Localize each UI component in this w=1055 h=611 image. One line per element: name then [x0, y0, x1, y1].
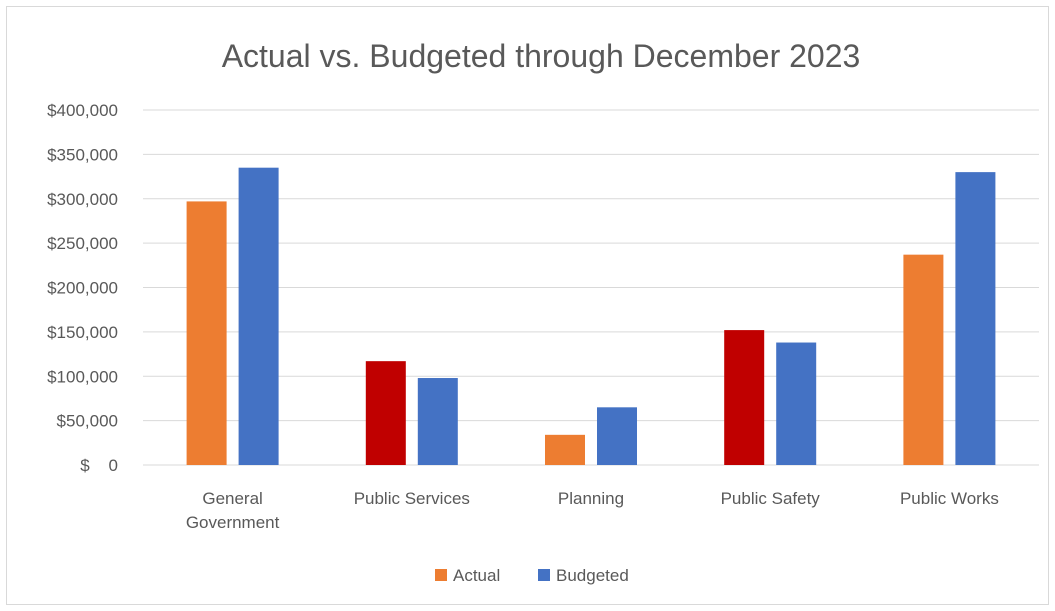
x-category-label: Public Works [900, 489, 999, 508]
y-tick-label: $200,000 [47, 279, 118, 298]
bar-actual-2 [545, 434, 585, 465]
legend: Actual Budgeted [435, 566, 629, 585]
bar-budgeted-2 [597, 407, 637, 465]
chart-title: Actual vs. Budgeted through December 202… [222, 38, 861, 74]
x-axis-category-labels: General Government Public Services Planning… [186, 489, 999, 532]
bar-budgeted-3 [776, 342, 817, 465]
bar-actual-1 [365, 361, 406, 465]
x-category-label: Planning [558, 489, 624, 508]
bar-budgeted-4 [955, 172, 996, 465]
legend-label-actual: Actual [453, 566, 500, 585]
bar-actual-0 [186, 201, 227, 465]
legend-swatch-actual [435, 569, 447, 581]
x-category-label: Government [186, 513, 280, 532]
chart-area: Actual vs. Budgeted through December 202… [6, 6, 1049, 605]
y-tick-label: $50,000 [57, 412, 118, 431]
bar-chart: Actual vs. Budgeted through December 202… [47, 38, 1039, 585]
bar-budgeted-0 [238, 167, 279, 465]
bars [186, 167, 996, 465]
x-category-label: Public Services [354, 489, 470, 508]
legend-label-budgeted: Budgeted [556, 566, 629, 585]
bar-actual-4 [903, 254, 944, 465]
y-tick-label: $350,000 [47, 145, 118, 164]
y-tick-label: $300,000 [47, 190, 118, 209]
y-axis-tick-labels: $ 0 $50,000 $100,000 $150,000 $200,000 $250,0… [47, 101, 118, 475]
y-tick-label: $ 0 [80, 456, 118, 475]
x-category-label: Public Safety [721, 489, 821, 508]
legend-swatch-budgeted [538, 569, 550, 581]
y-tick-label: $250,000 [47, 234, 118, 253]
bar-budgeted-1 [417, 378, 458, 465]
bar-actual-3 [724, 330, 765, 465]
x-category-label: General [202, 489, 262, 508]
gridlines [143, 109, 1039, 466]
y-tick-label: $400,000 [47, 101, 118, 120]
y-tick-label: $150,000 [47, 323, 118, 342]
y-tick-label: $100,000 [47, 367, 118, 386]
